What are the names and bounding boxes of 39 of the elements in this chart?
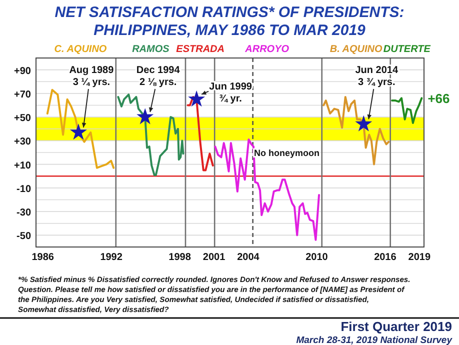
x-tick-label: 2010 bbox=[306, 252, 328, 263]
point bbox=[355, 115, 372, 132]
text: DUTERTE bbox=[383, 44, 431, 55]
line-series bbox=[117, 94, 184, 176]
annotation: Dec 1994 2 ⅛ yrs. bbox=[136, 65, 180, 88]
annotation: Aug 1989 3 ¼ yrs. bbox=[69, 65, 114, 88]
line-series bbox=[322, 96, 390, 166]
x-tick-label: 2019 bbox=[408, 252, 431, 263]
text: March 28-31, 2019 National Survey bbox=[296, 335, 453, 345]
line-series bbox=[214, 138, 320, 241]
y-tick-label: +10 bbox=[14, 160, 32, 172]
y-tick-label: -50 bbox=[16, 231, 32, 242]
line-series bbox=[46, 88, 115, 169]
chart-title: NET SATISFACTION RATINGS* OF PRESIDENTS: bbox=[54, 4, 404, 21]
x-tick-label: 1998 bbox=[168, 252, 192, 263]
data-label: +66 bbox=[428, 91, 450, 106]
point bbox=[70, 123, 87, 140]
text: C. AQUINO bbox=[54, 44, 107, 55]
x-tick-label: 2001 bbox=[202, 252, 226, 263]
chart-subtitle: PHILIPPINES, MAY 1986 TO MAR 2019 bbox=[94, 22, 366, 39]
point bbox=[136, 108, 154, 124]
x-tick-label: 1986 bbox=[32, 252, 54, 263]
x-tick-label: 1992 bbox=[100, 252, 123, 263]
y-tick-label: +90 bbox=[14, 66, 32, 77]
y-tick-label: +70 bbox=[14, 89, 32, 100]
y-tick-label: +30 bbox=[14, 136, 32, 148]
text: B. AQUINO bbox=[330, 44, 383, 55]
text: ESTRADA bbox=[176, 44, 224, 55]
y-tick-label: -10 bbox=[16, 184, 32, 195]
text: RAMOS bbox=[132, 44, 170, 55]
text: ARROYO bbox=[244, 44, 290, 55]
x-tick-label: 2004 bbox=[237, 252, 260, 263]
y-tick-label: -30 bbox=[16, 208, 32, 219]
text: First Quarter 2019 bbox=[340, 319, 452, 334]
annotation: No honeymoon bbox=[254, 148, 320, 158]
point bbox=[188, 90, 206, 107]
x-tick-label: 2016 bbox=[374, 252, 397, 263]
y-tick-label: +50 bbox=[14, 113, 32, 124]
line-series bbox=[391, 97, 423, 124]
